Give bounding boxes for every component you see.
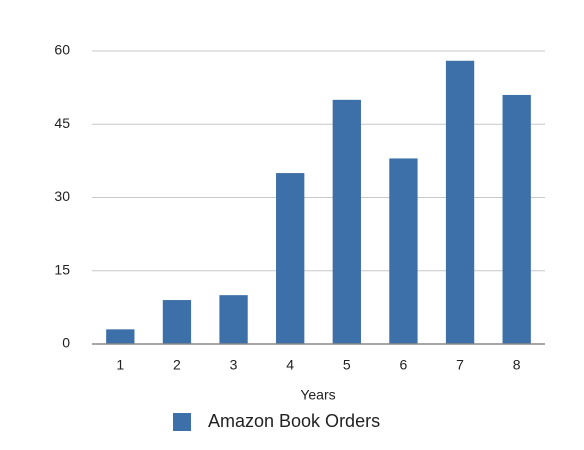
bar <box>389 158 418 344</box>
x-tick-label: 1 <box>116 357 124 373</box>
legend-label: Amazon Book Orders <box>208 411 380 431</box>
x-tick-label: 3 <box>230 357 238 373</box>
x-tick-label: 4 <box>286 357 294 373</box>
x-tick-label: 7 <box>456 357 464 373</box>
x-axis-label: Years <box>300 387 335 403</box>
y-tick-label: 0 <box>62 335 70 351</box>
y-tick-label: 15 <box>54 261 70 277</box>
bar <box>502 94 531 344</box>
x-tick-label: 8 <box>513 357 521 373</box>
bar <box>332 99 361 344</box>
x-tick-label: 2 <box>173 357 181 373</box>
bar <box>106 329 135 344</box>
bar <box>162 300 192 344</box>
x-tick-label: 6 <box>400 357 408 373</box>
bar <box>276 173 305 344</box>
bar <box>219 295 248 344</box>
x-tick-label: 5 <box>343 357 351 373</box>
y-tick-label: 60 <box>54 42 70 58</box>
y-tick-label: 30 <box>54 188 70 204</box>
y-tick-label: 45 <box>54 115 70 131</box>
bar <box>445 60 475 345</box>
legend-swatch <box>173 413 191 431</box>
